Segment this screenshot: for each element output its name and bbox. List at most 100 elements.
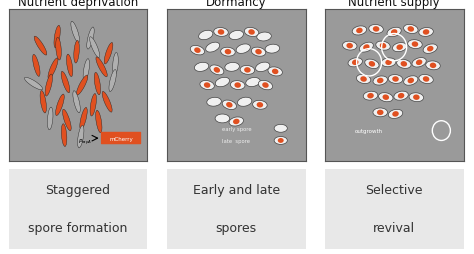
Ellipse shape [423, 77, 429, 83]
Ellipse shape [219, 80, 226, 86]
Ellipse shape [218, 30, 224, 36]
Text: Nutrient supply: Nutrient supply [348, 0, 440, 9]
Ellipse shape [356, 75, 371, 84]
Ellipse shape [397, 60, 411, 69]
Ellipse shape [96, 111, 102, 133]
Ellipse shape [200, 81, 214, 90]
Ellipse shape [199, 31, 213, 41]
Ellipse shape [404, 76, 418, 86]
Ellipse shape [396, 45, 403, 51]
Ellipse shape [245, 28, 259, 37]
Ellipse shape [352, 60, 358, 66]
Ellipse shape [240, 47, 246, 52]
Ellipse shape [376, 42, 390, 51]
Ellipse shape [426, 62, 440, 71]
Ellipse shape [259, 65, 266, 70]
Ellipse shape [47, 108, 53, 130]
Ellipse shape [278, 126, 284, 131]
Ellipse shape [377, 110, 383, 116]
Ellipse shape [222, 101, 237, 110]
Ellipse shape [363, 92, 378, 101]
Ellipse shape [387, 28, 401, 38]
Ellipse shape [78, 126, 84, 148]
Ellipse shape [90, 94, 96, 117]
Ellipse shape [398, 93, 404, 99]
Ellipse shape [388, 75, 403, 84]
Ellipse shape [219, 116, 226, 122]
Ellipse shape [430, 63, 436, 69]
Ellipse shape [34, 37, 47, 56]
Ellipse shape [73, 91, 80, 113]
Ellipse shape [207, 98, 221, 107]
Ellipse shape [194, 48, 201, 54]
Ellipse shape [206, 43, 219, 53]
Ellipse shape [214, 68, 220, 73]
Ellipse shape [255, 50, 262, 55]
Ellipse shape [229, 31, 244, 40]
Ellipse shape [278, 138, 284, 143]
Ellipse shape [403, 25, 418, 34]
Ellipse shape [348, 58, 363, 68]
Ellipse shape [96, 58, 107, 77]
Ellipse shape [412, 42, 418, 48]
Ellipse shape [210, 66, 224, 75]
Ellipse shape [214, 28, 228, 37]
Ellipse shape [61, 124, 67, 147]
Ellipse shape [346, 44, 353, 49]
Ellipse shape [381, 59, 396, 68]
Ellipse shape [66, 55, 73, 77]
Ellipse shape [262, 83, 269, 88]
Ellipse shape [261, 35, 267, 40]
Ellipse shape [74, 41, 79, 64]
Text: outgrowth: outgrowth [355, 129, 383, 134]
Ellipse shape [45, 75, 53, 97]
Ellipse shape [419, 28, 433, 37]
Ellipse shape [274, 125, 287, 133]
Ellipse shape [246, 78, 260, 87]
Text: Early and late

spores: Early and late spores [193, 183, 280, 234]
Ellipse shape [248, 30, 255, 36]
Ellipse shape [229, 117, 244, 126]
Ellipse shape [211, 100, 218, 105]
Ellipse shape [80, 108, 87, 130]
Ellipse shape [61, 72, 70, 93]
Ellipse shape [416, 60, 422, 66]
Ellipse shape [25, 78, 43, 90]
Ellipse shape [225, 63, 239, 72]
Ellipse shape [215, 78, 229, 87]
Ellipse shape [230, 81, 245, 90]
Ellipse shape [190, 46, 204, 56]
Ellipse shape [253, 101, 267, 110]
Ellipse shape [392, 112, 399, 117]
Ellipse shape [33, 55, 40, 77]
Text: Dormancy: Dormancy [206, 0, 266, 9]
Ellipse shape [377, 78, 383, 84]
Ellipse shape [198, 65, 205, 70]
Ellipse shape [90, 38, 100, 58]
Ellipse shape [87, 28, 94, 50]
Ellipse shape [408, 78, 414, 84]
Ellipse shape [269, 47, 276, 52]
Ellipse shape [394, 92, 408, 101]
Ellipse shape [409, 93, 424, 102]
Ellipse shape [408, 40, 422, 49]
Ellipse shape [229, 65, 236, 70]
Ellipse shape [363, 45, 370, 51]
Ellipse shape [427, 47, 434, 52]
Ellipse shape [204, 83, 210, 88]
Ellipse shape [54, 26, 60, 49]
Ellipse shape [383, 95, 389, 101]
Ellipse shape [373, 77, 387, 86]
Ellipse shape [237, 98, 252, 107]
Text: Staggered

spore formation: Staggered spore formation [28, 183, 128, 234]
Ellipse shape [380, 44, 386, 49]
Ellipse shape [102, 92, 112, 113]
Ellipse shape [256, 103, 263, 108]
Ellipse shape [359, 43, 374, 53]
Ellipse shape [373, 27, 379, 33]
Ellipse shape [210, 45, 216, 51]
Ellipse shape [356, 28, 363, 34]
Ellipse shape [392, 43, 407, 53]
Ellipse shape [392, 77, 399, 82]
Ellipse shape [241, 100, 248, 105]
